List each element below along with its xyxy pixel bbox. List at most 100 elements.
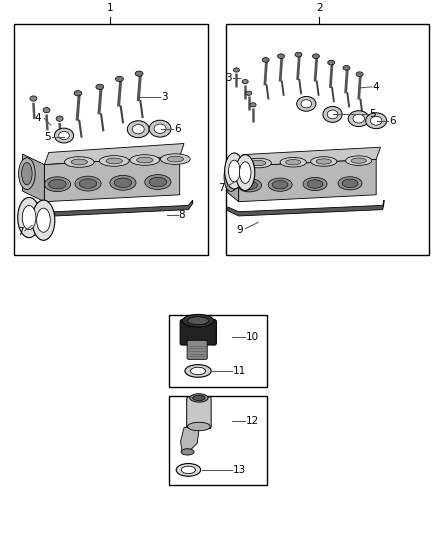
Text: 10: 10 [246, 332, 259, 342]
Ellipse shape [295, 52, 302, 57]
Ellipse shape [18, 197, 40, 238]
Ellipse shape [56, 116, 63, 122]
Ellipse shape [307, 180, 323, 188]
Ellipse shape [250, 103, 256, 107]
Ellipse shape [346, 156, 372, 165]
Ellipse shape [145, 175, 171, 189]
Ellipse shape [251, 160, 266, 166]
Ellipse shape [110, 175, 136, 190]
Ellipse shape [116, 76, 124, 82]
Ellipse shape [187, 422, 210, 431]
Ellipse shape [245, 158, 272, 168]
Ellipse shape [366, 113, 387, 128]
Ellipse shape [280, 157, 306, 167]
Ellipse shape [229, 160, 240, 182]
Ellipse shape [74, 91, 82, 96]
Ellipse shape [190, 394, 208, 402]
Ellipse shape [225, 153, 244, 189]
Ellipse shape [176, 464, 201, 476]
Text: 2: 2 [316, 3, 323, 13]
Ellipse shape [49, 180, 66, 189]
Ellipse shape [224, 162, 238, 191]
Ellipse shape [71, 159, 88, 165]
Ellipse shape [30, 96, 37, 101]
Ellipse shape [181, 449, 194, 455]
Ellipse shape [137, 157, 153, 163]
Ellipse shape [21, 163, 32, 185]
Ellipse shape [297, 96, 316, 111]
Ellipse shape [182, 314, 214, 327]
Text: 3: 3 [161, 92, 168, 102]
Polygon shape [22, 154, 44, 201]
Text: 7: 7 [17, 227, 23, 237]
Ellipse shape [106, 158, 122, 164]
Ellipse shape [312, 54, 319, 59]
Text: 5: 5 [369, 109, 376, 119]
Ellipse shape [236, 155, 255, 191]
Ellipse shape [135, 71, 143, 76]
Polygon shape [27, 200, 193, 216]
Ellipse shape [316, 159, 332, 164]
Ellipse shape [43, 108, 50, 113]
Ellipse shape [96, 84, 104, 90]
Bar [226, 25, 428, 255]
Ellipse shape [18, 158, 35, 190]
Text: 6: 6 [174, 124, 180, 134]
Ellipse shape [278, 54, 285, 59]
Ellipse shape [127, 121, 149, 138]
Polygon shape [228, 200, 384, 216]
Text: 3: 3 [225, 74, 232, 84]
Ellipse shape [327, 110, 338, 119]
Ellipse shape [356, 72, 363, 77]
Ellipse shape [328, 60, 335, 65]
Ellipse shape [187, 317, 208, 325]
Text: 9: 9 [237, 225, 244, 235]
Ellipse shape [79, 179, 97, 188]
Bar [14, 25, 208, 255]
Ellipse shape [191, 367, 205, 375]
FancyBboxPatch shape [180, 320, 216, 345]
Polygon shape [180, 427, 199, 452]
Ellipse shape [311, 157, 337, 166]
Bar [169, 316, 267, 387]
Text: 13: 13 [233, 465, 246, 475]
Ellipse shape [353, 114, 364, 123]
Ellipse shape [32, 200, 55, 240]
Ellipse shape [160, 154, 190, 164]
Ellipse shape [262, 58, 269, 62]
Text: 7: 7 [218, 183, 224, 193]
Ellipse shape [338, 177, 362, 190]
Text: 11: 11 [233, 366, 246, 376]
Ellipse shape [342, 179, 358, 188]
Polygon shape [228, 158, 239, 201]
Text: 12: 12 [246, 416, 259, 426]
Ellipse shape [99, 156, 129, 166]
Ellipse shape [181, 466, 195, 473]
Ellipse shape [185, 365, 211, 377]
Ellipse shape [303, 177, 327, 191]
Ellipse shape [268, 178, 292, 191]
Ellipse shape [167, 156, 184, 162]
Ellipse shape [114, 178, 132, 188]
Ellipse shape [64, 157, 94, 167]
Ellipse shape [149, 120, 171, 137]
Text: 4: 4 [373, 82, 379, 92]
Ellipse shape [132, 125, 144, 134]
Ellipse shape [323, 107, 342, 123]
Text: 4: 4 [34, 112, 41, 123]
Ellipse shape [130, 155, 159, 165]
Ellipse shape [272, 181, 288, 189]
Bar [169, 396, 267, 484]
Polygon shape [44, 157, 180, 201]
Ellipse shape [348, 111, 369, 126]
Ellipse shape [246, 91, 252, 95]
Ellipse shape [75, 176, 101, 191]
Ellipse shape [193, 395, 205, 401]
Ellipse shape [37, 208, 50, 232]
FancyBboxPatch shape [187, 397, 211, 429]
Ellipse shape [301, 100, 311, 108]
Ellipse shape [44, 177, 71, 192]
Ellipse shape [242, 181, 258, 190]
Text: 6: 6 [389, 116, 396, 126]
Ellipse shape [149, 177, 166, 187]
